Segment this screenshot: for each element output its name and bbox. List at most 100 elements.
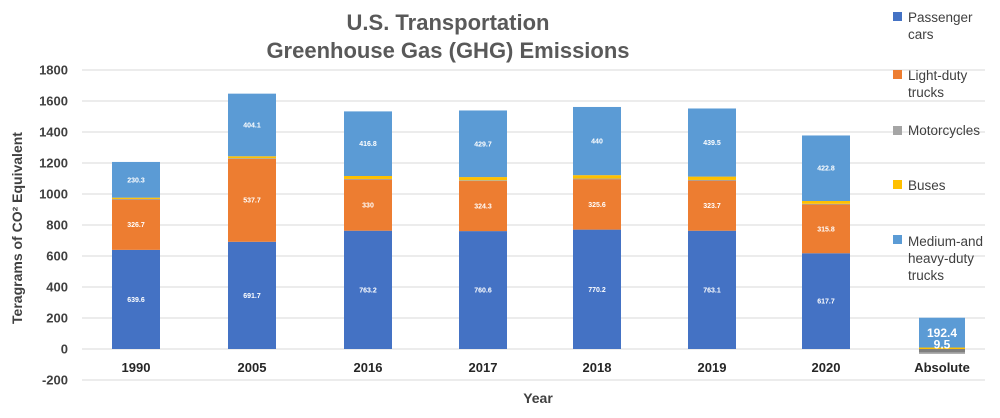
bar-2017-series-3 [459, 177, 507, 181]
bar-2005-series-0 [228, 241, 276, 349]
y-tick-label-4: 600 [46, 249, 68, 264]
bar-1990-series-4 [112, 161, 160, 198]
legend-swatch-1 [893, 70, 902, 79]
y-axis-title: Teragrams of CO² Equivalent [9, 132, 25, 324]
legend-swatch-2 [893, 126, 902, 135]
data-label-2018-series-1: 325.6 [588, 202, 606, 209]
x-tick-label-1990: 1990 [122, 360, 151, 375]
bar-2017-series-2 [459, 180, 507, 182]
bar-2017-series-0 [459, 231, 507, 349]
data-label-2017-series-0: 760.6 [474, 288, 492, 295]
data-label-2005-series-0: 691.7 [243, 293, 261, 300]
legend-label-1-line-1: trucks [908, 85, 944, 100]
y-tick-label-10: 1800 [39, 63, 68, 78]
bar-1990-series-2 [112, 198, 160, 200]
bar-2019-series-1 [688, 180, 736, 231]
data-label-2017-series-4: 429.7 [474, 141, 492, 148]
data-label-2020-series-1: 315.8 [817, 226, 835, 233]
bar-2005-series-1 [228, 158, 276, 242]
data-label-2019-series-4: 439.5 [703, 140, 721, 147]
legend-label-2-line-0: Motorcycles [908, 123, 980, 138]
legend-swatch-3 [893, 180, 902, 189]
y-tick-label-9: 1600 [39, 94, 68, 109]
y-tick-label-3: 400 [46, 280, 68, 295]
legend-label-4-line-2: trucks [908, 268, 944, 283]
bar-2020-series-0 [802, 253, 850, 349]
x-tick-label-2005: 2005 [238, 360, 267, 375]
absolute-bar-segment-0 [919, 349, 965, 353]
data-label-2018-series-0: 770.2 [588, 287, 606, 294]
bar-2019-series-2 [688, 179, 736, 181]
data-label-2020-series-0: 617.7 [817, 299, 835, 306]
bar-2005-series-3 [228, 156, 276, 159]
category-labels: 1990 2005 2016 2017 2018 2019 2020 Absolute [122, 360, 970, 375]
bar-2019-series-3 [688, 176, 736, 180]
legend: Passenger cars Light-duty trucks Motorcycles… [893, 10, 983, 283]
bars: 639.6326.71.78.5230.3691.7537.71.612.340… [112, 93, 965, 354]
bar-1990-series-0 [112, 249, 160, 349]
bar-2018-series-2 [573, 178, 621, 180]
y-tick-label-2: 200 [46, 311, 68, 326]
bar-2020-series-4 [802, 135, 850, 202]
bar-2017-series-4 [459, 110, 507, 178]
bar-2005-series-2 [228, 158, 276, 159]
legend-label-4-line-1: heavy-duty [908, 251, 974, 266]
y-tick-label-8: 1400 [39, 125, 68, 140]
bar-2005-series-4 [228, 93, 276, 157]
y-tick-label-0: -200 [42, 373, 68, 388]
absolute-label-1: 9.5 [934, 338, 951, 352]
x-tick-label-2016: 2016 [354, 360, 383, 375]
bar-2019-series-4 [688, 108, 736, 177]
data-label-2020-series-4: 422.8 [817, 166, 835, 173]
y-tick-label-6: 1000 [39, 187, 68, 202]
bar-2016-series-4 [344, 111, 392, 177]
data-label-2016-series-4: 416.8 [359, 141, 377, 148]
bar-2018-series-0 [573, 229, 621, 349]
legend-swatch-4 [893, 235, 902, 244]
x-tick-label-2020: 2020 [812, 360, 841, 375]
bar-2020-series-1 [802, 204, 850, 254]
absolute-bar-segment-2 [919, 347, 965, 349]
bar-2016-series-2 [344, 178, 392, 180]
chart-title-line-1: U.S. Transportation [347, 10, 550, 35]
data-label-2005-series-4: 404.1 [243, 122, 261, 129]
legend-swatch-0 [893, 12, 902, 21]
x-tick-label-2018: 2018 [583, 360, 612, 375]
bar-2018-series-4 [573, 106, 621, 176]
x-tick-label-absolute: Absolute [914, 360, 970, 375]
data-label-1990-series-1: 326.7 [127, 222, 145, 229]
bar-1990-series-3 [112, 197, 160, 199]
data-label-2016-series-0: 763.2 [359, 287, 377, 294]
absolute-label-0: 192.4 [927, 326, 957, 340]
x-axis-title: Year [523, 390, 553, 406]
data-label-2019-series-0: 763.1 [703, 287, 721, 294]
legend-label-3-line-0: Buses [908, 178, 946, 193]
legend-label-4-line-0: Medium-and [908, 234, 983, 249]
bar-2019-series-0 [688, 230, 736, 349]
y-tick-label-7: 1200 [39, 156, 68, 171]
legend-label-0-line-0: Passenger [908, 10, 973, 25]
absolute-bar-segment-1 [919, 352, 965, 354]
x-tick-label-2017: 2017 [469, 360, 498, 375]
bar-2016-series-3 [344, 176, 392, 179]
bar-2020-series-2 [802, 203, 850, 205]
bar-1990-series-1 [112, 199, 160, 250]
data-label-2005-series-1: 537.7 [243, 198, 261, 205]
chart-title-line-2: Greenhouse Gas (GHG) Emissions [266, 38, 629, 63]
bar-2017-series-1 [459, 180, 507, 232]
data-label-2017-series-1: 324.3 [474, 203, 492, 210]
x-tick-label-2019: 2019 [698, 360, 727, 375]
y-tick-labels: -200 0 200 400 600 800 1000 1200 1400 1600 1800 [39, 63, 68, 388]
absolute-bar-segment-3 [919, 317, 965, 348]
y-tick-label-5: 800 [46, 218, 68, 233]
bar-2016-series-0 [344, 230, 392, 349]
data-label-1990-series-0: 639.6 [127, 297, 145, 304]
data-label-2019-series-1: 323.7 [703, 203, 721, 210]
data-label-2018-series-4: 440 [591, 139, 603, 146]
legend-label-1-line-0: Light-duty [908, 68, 968, 83]
bar-2020-series-3 [802, 201, 850, 204]
bar-2016-series-1 [344, 179, 392, 231]
legend-label-0-line-1: cars [908, 27, 934, 42]
data-label-1990-series-4: 230.3 [127, 177, 145, 184]
